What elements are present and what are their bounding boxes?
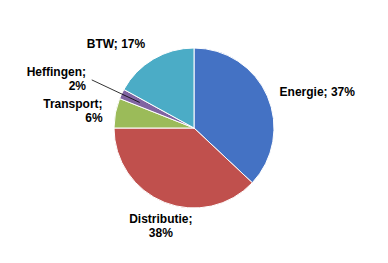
- background: [0, 0, 388, 263]
- slice-label-line: Energie; 37%: [280, 85, 356, 99]
- slice-label: BTW; 17%: [87, 37, 146, 51]
- slice-label: Heffingen;2%: [27, 65, 87, 93]
- pie-slice: [114, 128, 252, 208]
- pie-slice: [124, 48, 194, 128]
- slice-label-line: Heffingen;: [27, 65, 86, 79]
- slice-label-line: Distributie;: [129, 212, 192, 226]
- slice-label-line: 6%: [85, 111, 103, 125]
- slice-label-line: 2%: [69, 79, 87, 93]
- slices: [114, 48, 274, 208]
- chart-container: Energie; 37% Distributie;38% Transport;6% H…: [0, 0, 388, 263]
- slice-label: Energie; 37%: [280, 85, 356, 99]
- slice-label: Transport;6%: [43, 97, 103, 125]
- slice-label-line: Transport;: [43, 97, 102, 111]
- chart: Energie; 37% Distributie;38% Transport;6% H…: [0, 0, 388, 263]
- slice-label-line: BTW; 17%: [87, 37, 146, 51]
- leader-line: [92, 80, 140, 103]
- labels: Energie; 37% Distributie;38% Transport;6% H…: [27, 37, 356, 240]
- slice-label: Distributie;38%: [129, 212, 192, 240]
- slice-label-line: 38%: [149, 226, 173, 240]
